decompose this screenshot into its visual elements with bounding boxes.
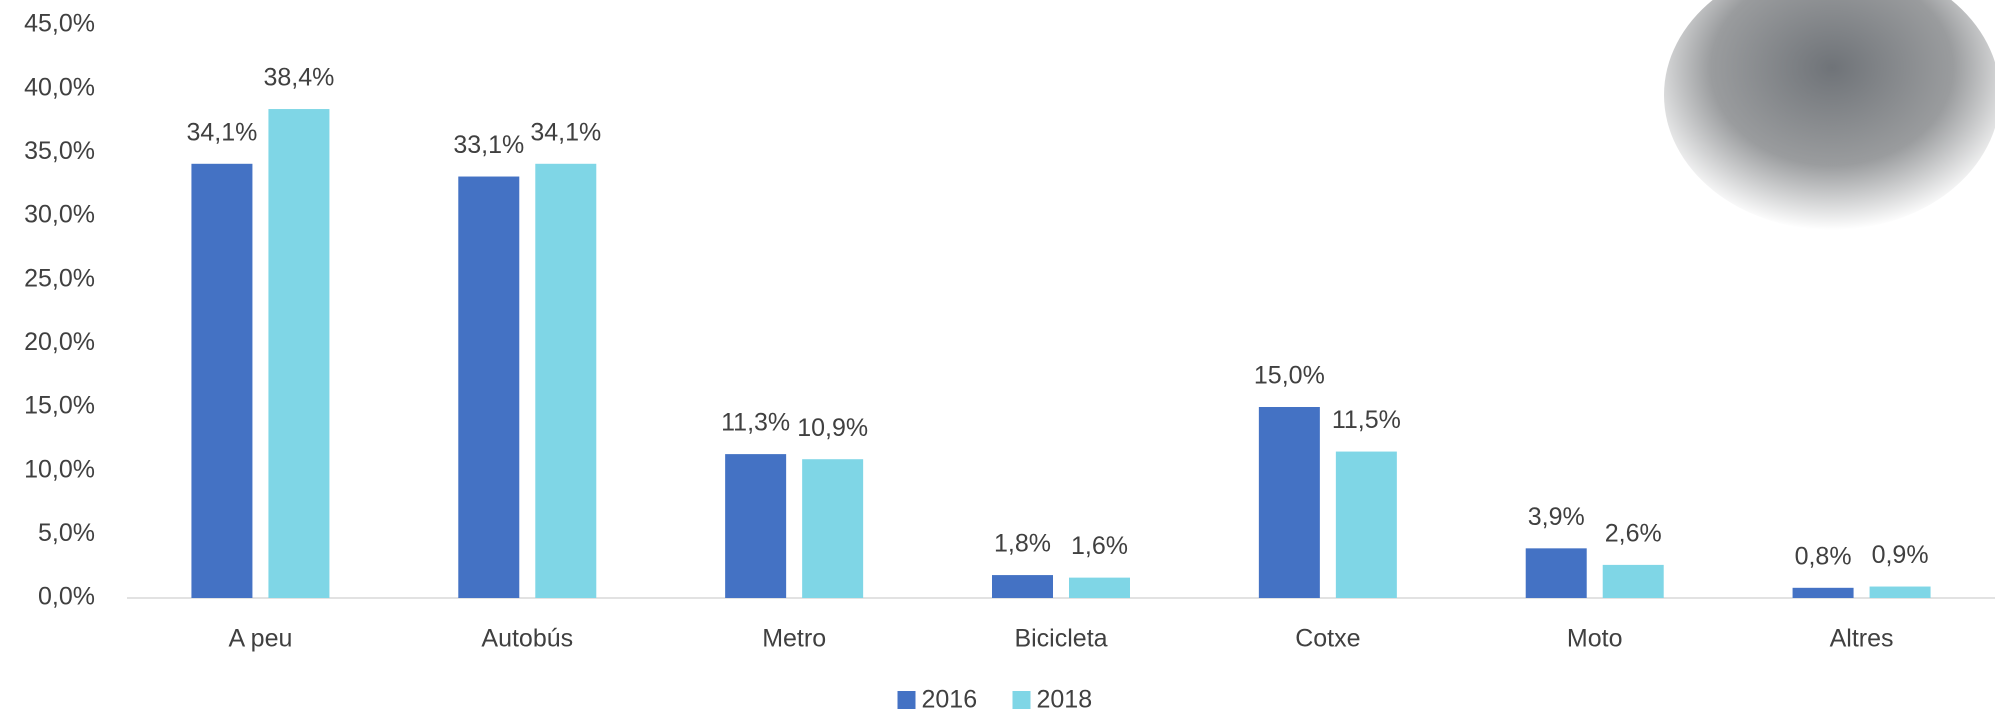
- bar: [1335, 451, 1397, 598]
- x-tick-label: A peu: [228, 625, 292, 653]
- bar: [1525, 548, 1587, 598]
- bar: [992, 575, 1053, 598]
- y-tick-label: 0,0%: [38, 583, 95, 611]
- value-label: 10,9%: [797, 414, 868, 442]
- y-tick-label: 15,0%: [24, 392, 95, 420]
- photo: [1664, 0, 1995, 230]
- legend-label: 2018: [1037, 686, 1093, 713]
- bar: [458, 176, 520, 598]
- bar: [1258, 407, 1320, 598]
- y-tick-label: 10,0%: [24, 455, 95, 483]
- bar: [1069, 577, 1130, 598]
- y-tick-label: 30,0%: [24, 201, 95, 229]
- value-label: 2,6%: [1605, 520, 1662, 548]
- y-tick-label: 40,0%: [24, 73, 95, 101]
- value-label: 34,1%: [186, 118, 257, 146]
- x-tick-label: Metro: [762, 625, 826, 653]
- legend-label: 2016: [922, 686, 978, 713]
- x-tick-label: Autobús: [481, 625, 573, 653]
- y-tick-label: 35,0%: [24, 137, 95, 165]
- value-label: 11,3%: [721, 409, 790, 437]
- y-tick-label: 20,0%: [24, 328, 95, 356]
- value-label: 0,8%: [1795, 542, 1852, 570]
- x-tick-label: Altres: [1830, 625, 1894, 653]
- bar: [268, 109, 330, 598]
- bar: [725, 454, 787, 598]
- y-tick-label: 25,0%: [24, 264, 95, 292]
- value-label: 1,8%: [994, 530, 1051, 558]
- x-tick-label: Moto: [1567, 625, 1623, 653]
- x-tick-label: Cotxe: [1295, 625, 1360, 653]
- bar: [535, 163, 597, 598]
- value-label: 3,9%: [1528, 503, 1585, 531]
- value-label: 15,0%: [1254, 362, 1325, 390]
- legend-swatch: [897, 691, 916, 709]
- value-label: 34,1%: [530, 118, 601, 146]
- value-label: 11,5%: [1332, 406, 1401, 434]
- legend-swatch: [1012, 691, 1031, 709]
- bar: [802, 459, 864, 598]
- value-label: 0,9%: [1872, 541, 1929, 569]
- bar: [1602, 564, 1664, 598]
- bar: [1869, 586, 1931, 598]
- y-tick-label: 45,0%: [24, 10, 95, 38]
- value-label: 33,1%: [453, 131, 524, 159]
- value-label: 1,6%: [1071, 532, 1128, 560]
- y-tick-label: 5,0%: [38, 519, 95, 547]
- bar: [1792, 587, 1854, 598]
- x-tick-label: Bicicleta: [1014, 625, 1107, 653]
- bar: [191, 163, 253, 598]
- value-label: 38,4%: [263, 64, 334, 92]
